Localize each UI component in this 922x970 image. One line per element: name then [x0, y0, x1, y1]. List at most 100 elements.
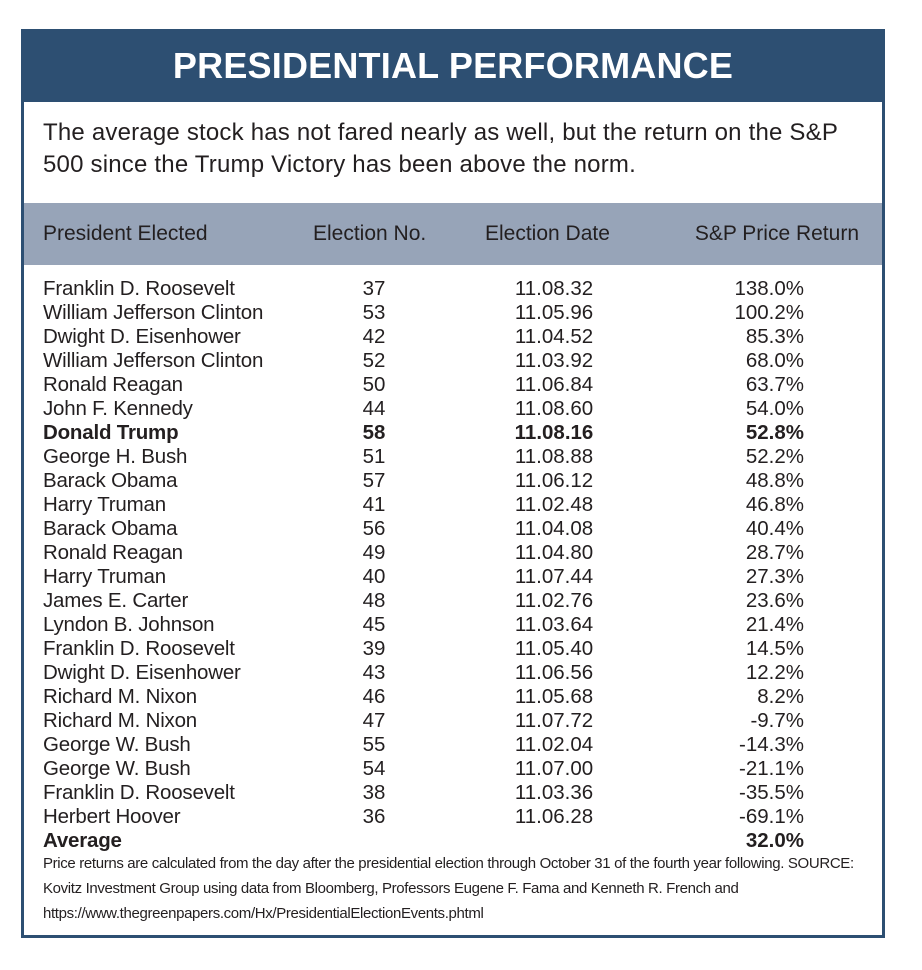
election-date-cell: 11.08.32	[514, 277, 594, 300]
price-return-cell: 23.6%	[745, 589, 804, 612]
table-row: Donald Trump 58 11.08.16 52.8%	[24, 421, 882, 445]
price-return-cell: 48.8%	[745, 469, 804, 492]
election-date-cell: 11.04.52	[514, 325, 594, 348]
president-cell: George W. Bush	[43, 733, 191, 756]
price-return-cell: 54.0%	[745, 397, 804, 420]
table-body: Franklin D. Roosevelt 37 11.08.32 138.0% Wil…	[24, 277, 882, 853]
price-return-cell: 8.2%	[757, 685, 804, 708]
president-cell: William Jefferson Clinton	[43, 301, 264, 324]
average-row: Average 32.0%	[24, 829, 882, 853]
price-return-cell: 138.0%	[734, 277, 804, 300]
price-return-cell: 68.0%	[745, 349, 804, 372]
price-return-cell: 27.3%	[745, 565, 804, 588]
president-cell: John F. Kennedy	[43, 397, 193, 420]
election-no-cell: 37	[362, 277, 386, 300]
header-price-return: S&P Price Return	[694, 222, 859, 245]
election-no-cell: 53	[362, 301, 386, 324]
president-cell: Richard M. Nixon	[43, 685, 198, 708]
election-no-cell: 45	[362, 613, 386, 636]
president-cell: Barack Obama	[43, 469, 178, 492]
election-date-cell: 11.06.56	[514, 661, 594, 684]
table-row: Richard M. Nixon 47 11.07.72 -9.7%	[24, 709, 882, 733]
table-row: Barack Obama 56 11.04.08 40.4%	[24, 517, 882, 541]
average-return: 32.0%	[745, 829, 804, 852]
president-cell: Harry Truman	[43, 565, 166, 588]
price-return-cell: 100.2%	[734, 301, 804, 324]
election-date-cell: 11.05.68	[514, 685, 594, 708]
president-cell: James E. Carter	[43, 589, 189, 612]
table-row: George W. Bush 55 11.02.04 -14.3%	[24, 733, 882, 757]
table-header: President Elected Election No. Election …	[24, 203, 882, 265]
election-no-cell: 52	[362, 349, 386, 372]
price-return-cell: -21.1%	[739, 757, 804, 780]
footnote: Price returns are calculated from the da…	[43, 855, 854, 922]
election-no-cell: 48	[362, 589, 386, 612]
table-row: Barack Obama 57 11.06.12 48.8%	[24, 469, 882, 493]
price-return-cell: 28.7%	[745, 541, 804, 564]
election-no-cell: 49	[362, 541, 386, 564]
president-cell: Herbert Hoover	[43, 805, 181, 828]
election-date-cell: 11.06.28	[514, 805, 594, 828]
election-no-cell: 58	[362, 421, 386, 444]
price-return-cell: 52.8%	[745, 421, 804, 444]
president-cell: Franklin D. Roosevelt	[43, 781, 235, 804]
president-cell: William Jefferson Clinton	[43, 349, 264, 372]
price-return-cell: -9.7%	[750, 709, 804, 732]
election-date-cell: 11.07.00	[514, 757, 594, 780]
election-date-cell: 11.03.36	[514, 781, 594, 804]
president-cell: Lyndon B. Johnson	[43, 613, 215, 636]
election-no-cell: 38	[362, 781, 386, 804]
election-no-cell: 54	[362, 757, 386, 780]
table-row: Dwight D. Eisenhower 42 11.04.52 85.3%	[24, 325, 882, 349]
election-date-cell: 11.07.44	[514, 565, 594, 588]
price-return-cell: -35.5%	[739, 781, 804, 804]
election-date-cell: 11.08.88	[514, 445, 594, 468]
election-no-cell: 39	[362, 637, 386, 660]
election-no-cell: 51	[362, 445, 386, 468]
election-no-cell: 55	[362, 733, 386, 756]
election-date-cell: 11.04.08	[514, 517, 594, 540]
president-cell: Barack Obama	[43, 517, 178, 540]
election-date-cell: 11.07.72	[514, 709, 594, 732]
president-cell: George W. Bush	[43, 757, 191, 780]
election-date-cell: 11.02.76	[514, 589, 594, 612]
table-row: James E. Carter 48 11.02.76 23.6%	[24, 589, 882, 613]
table-row: Franklin D. Roosevelt 38 11.03.36 -35.5%	[24, 781, 882, 805]
election-no-cell: 41	[362, 493, 386, 516]
header-election-date: Election Date	[485, 222, 610, 245]
table-row: George W. Bush 54 11.07.00 -21.1%	[24, 757, 882, 781]
price-return-cell: 12.2%	[745, 661, 804, 684]
table-row: Ronald Reagan 50 11.06.84 63.7%	[24, 373, 882, 397]
header-election-no: Election No.	[313, 222, 427, 245]
title: PRESIDENTIAL PERFORMANCE	[21, 29, 885, 102]
table-row: William Jefferson Clinton 52 11.03.92 68.0%	[24, 349, 882, 373]
table-row: Franklin D. Roosevelt 39 11.05.40 14.5%	[24, 637, 882, 661]
table-row: Harry Truman 40 11.07.44 27.3%	[24, 565, 882, 589]
election-date-cell: 11.02.04	[514, 733, 594, 756]
president-cell: Harry Truman	[43, 493, 166, 516]
election-no-cell: 50	[362, 373, 386, 396]
election-date-cell: 11.02.48	[514, 493, 594, 516]
table-row: Richard M. Nixon 46 11.05.68 8.2%	[24, 685, 882, 709]
price-return-cell: -14.3%	[739, 733, 804, 756]
price-return-cell: 21.4%	[745, 613, 804, 636]
price-return-cell: 40.4%	[745, 517, 804, 540]
election-date-cell: 11.06.84	[514, 373, 594, 396]
election-date-cell: 11.03.92	[514, 349, 594, 372]
president-cell: George H. Bush	[43, 445, 188, 468]
president-cell: Donald Trump	[43, 421, 179, 444]
election-date-cell: 11.05.96	[514, 301, 594, 324]
table-row: John F. Kennedy 44 11.08.60 54.0%	[24, 397, 882, 421]
table-row: Herbert Hoover 36 11.06.28 -69.1%	[24, 805, 882, 829]
header-president: President Elected	[43, 222, 208, 245]
election-date-cell: 11.04.80	[514, 541, 594, 564]
table-row: Franklin D. Roosevelt 37 11.08.32 138.0%	[24, 277, 882, 301]
price-return-cell: 63.7%	[745, 373, 804, 396]
election-no-cell: 47	[362, 709, 386, 732]
election-date-cell: 11.03.64	[514, 613, 594, 636]
table-row: Lyndon B. Johnson 45 11.03.64 21.4%	[24, 613, 882, 637]
president-cell: Ronald Reagan	[43, 373, 183, 396]
president-cell: Franklin D. Roosevelt	[43, 277, 235, 300]
president-cell: Dwight D. Eisenhower	[43, 325, 241, 348]
price-return-cell: 52.2%	[745, 445, 804, 468]
